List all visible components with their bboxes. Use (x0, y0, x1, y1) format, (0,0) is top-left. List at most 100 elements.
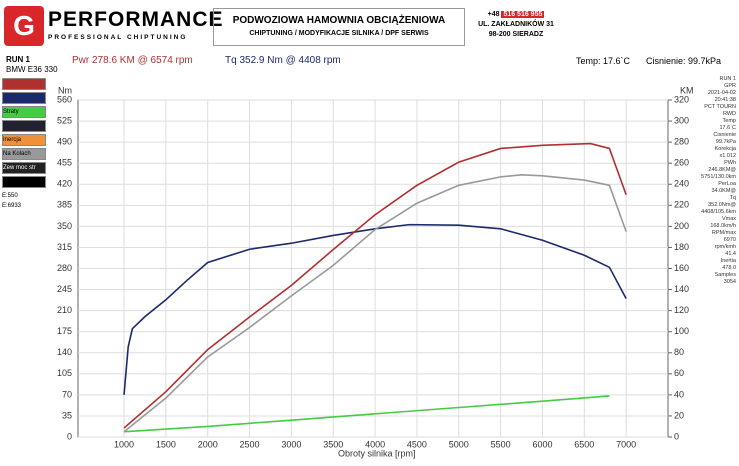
side-text: x1.012 (719, 153, 736, 159)
row: Zew moc str (2, 162, 46, 174)
y-tick-label: 140 (57, 347, 72, 357)
city: 98-200 SIERADZ (488, 31, 544, 38)
y-tick-label: 560 (57, 94, 72, 104)
y2-tick-label: 160 (674, 263, 689, 273)
tq: Tq 352.9 Nm @ 4408 rpm (225, 55, 341, 66)
x-tick-label: 3500 (323, 439, 343, 449)
side-text: 41.4 (725, 251, 736, 257)
side-text: Tq (729, 195, 736, 201)
subtitle: CHIPTUNING / MODYFIKACJE SILNIKA / DPF S… (249, 30, 429, 37)
y2-tick-label: 220 (674, 200, 689, 210)
y-tick-label: 105 (57, 368, 72, 378)
side-text: rpm/kmh (714, 244, 736, 250)
y-tick-label: 455 (57, 158, 72, 168)
y-tick-label: 35 (62, 410, 72, 420)
legend-label: Na Kolach (3, 151, 31, 157)
side-text: 6970 (723, 237, 736, 243)
x-tick-label: 4500 (407, 439, 427, 449)
row (2, 92, 46, 104)
side-text: 4408/105.6km (701, 209, 736, 215)
row (2, 78, 46, 90)
x-tick-label: 1500 (156, 439, 176, 449)
side-text: 99.7kPa (715, 139, 736, 145)
y-tick-label: 315 (57, 242, 72, 252)
side-text: 3054 (723, 279, 736, 285)
row: Na Kolach (2, 148, 46, 160)
side-text: RPM/max (711, 230, 736, 236)
phone: 516 516 955 (501, 11, 545, 18)
y2-tick-label: 240 (674, 179, 689, 189)
row (2, 120, 46, 132)
y2-tick-label: 260 (674, 158, 689, 168)
y-axis-label: Nm (58, 85, 72, 95)
row (2, 176, 46, 188)
phone-row: +48 516 516 955 (470, 10, 562, 20)
logo: G (4, 6, 44, 46)
run: RUN 1 (6, 55, 31, 64)
side-text: 478.0 (722, 265, 736, 271)
y2-tick-label: 80 (674, 347, 684, 357)
y2-tick-label: 120 (674, 305, 689, 315)
side-text: RUN 1 (719, 76, 736, 82)
y-tick-label: 420 (57, 179, 72, 189)
y2-tick-label: 320 (674, 94, 689, 104)
side-text: PCT TOURN (704, 104, 736, 110)
y2-tick-label: 200 (674, 221, 689, 231)
y-tick-label: 210 (57, 305, 72, 315)
x-tick-label: 6500 (574, 439, 594, 449)
x-tick-label: 4000 (365, 439, 385, 449)
side-text: Korekcja (714, 146, 736, 152)
x-tick-label: 3000 (281, 439, 301, 449)
y2-axis-label: KM (680, 85, 694, 95)
y-tick-label: 385 (57, 200, 72, 210)
y-tick-label: 525 (57, 115, 72, 125)
side-text: Temp (722, 118, 736, 124)
y2-tick-label: 180 (674, 242, 689, 252)
side-text: PerLoa (718, 181, 736, 187)
series-line (123, 142, 627, 429)
x-tick-label: 5500 (491, 439, 511, 449)
side-text: GPR (724, 83, 736, 89)
x-tick-label: 7000 (616, 439, 636, 449)
x-tick-label: 6000 (532, 439, 552, 449)
y-tick-label: 175 (57, 326, 72, 336)
side-text: PWh (724, 160, 736, 166)
series-line (123, 173, 627, 433)
temp: Temp: 17.6`C (576, 56, 631, 66)
x-tick-label: 2500 (240, 439, 260, 449)
address: UL. ZAKŁADNIKÓW 31 (478, 21, 554, 28)
y2-tick-label: 300 (674, 115, 689, 125)
phone-prefix: +48 (487, 11, 500, 18)
series-line (123, 223, 627, 395)
pressure: Cisnienie: 99.7kPa (646, 56, 722, 66)
side-text: 34.0KM@ (711, 188, 736, 194)
note: E:6933 (2, 203, 22, 209)
side-panel: RUN 1 GPR 2021-04-02 20:41:38 PCT TOURN RWD Te… (694, 76, 736, 286)
row: Inercja (2, 134, 46, 146)
side-text: 168.0km/h (710, 223, 736, 229)
x-tick-label: 1000 (114, 439, 134, 449)
side-text: 246.8KM@ (708, 167, 736, 173)
side-text: 2021-04-02 (707, 90, 736, 96)
side-text: 5751/130.0km (701, 174, 736, 180)
y2-tick-label: 20 (674, 410, 684, 420)
row: Straty (2, 106, 46, 118)
series-line (123, 395, 610, 433)
legend-label: Straty (3, 109, 19, 115)
pwr: Pwr 278.6 KM @ 6574 rpm (72, 55, 193, 66)
legend-label: Inercja (3, 137, 22, 143)
side-text: 352.0Nm@ (708, 202, 736, 208)
legend-panel: Straty Inercja Na Kolach Zew moc str E:5… (2, 78, 46, 212)
y2-tick-label: 60 (674, 368, 684, 378)
side-text: 20:41:38 (714, 97, 736, 103)
side-text: Cisnienie (713, 132, 736, 138)
car: BMW E36 330 (6, 65, 58, 74)
y2-tick-label: 0 (674, 431, 679, 441)
x-tick-label: 2000 (198, 439, 218, 449)
y2-tick-label: 40 (674, 389, 684, 399)
side-text: Inertia (720, 258, 736, 264)
y2-tick-label: 100 (674, 326, 689, 336)
x-tick-label: 5000 (449, 439, 469, 449)
